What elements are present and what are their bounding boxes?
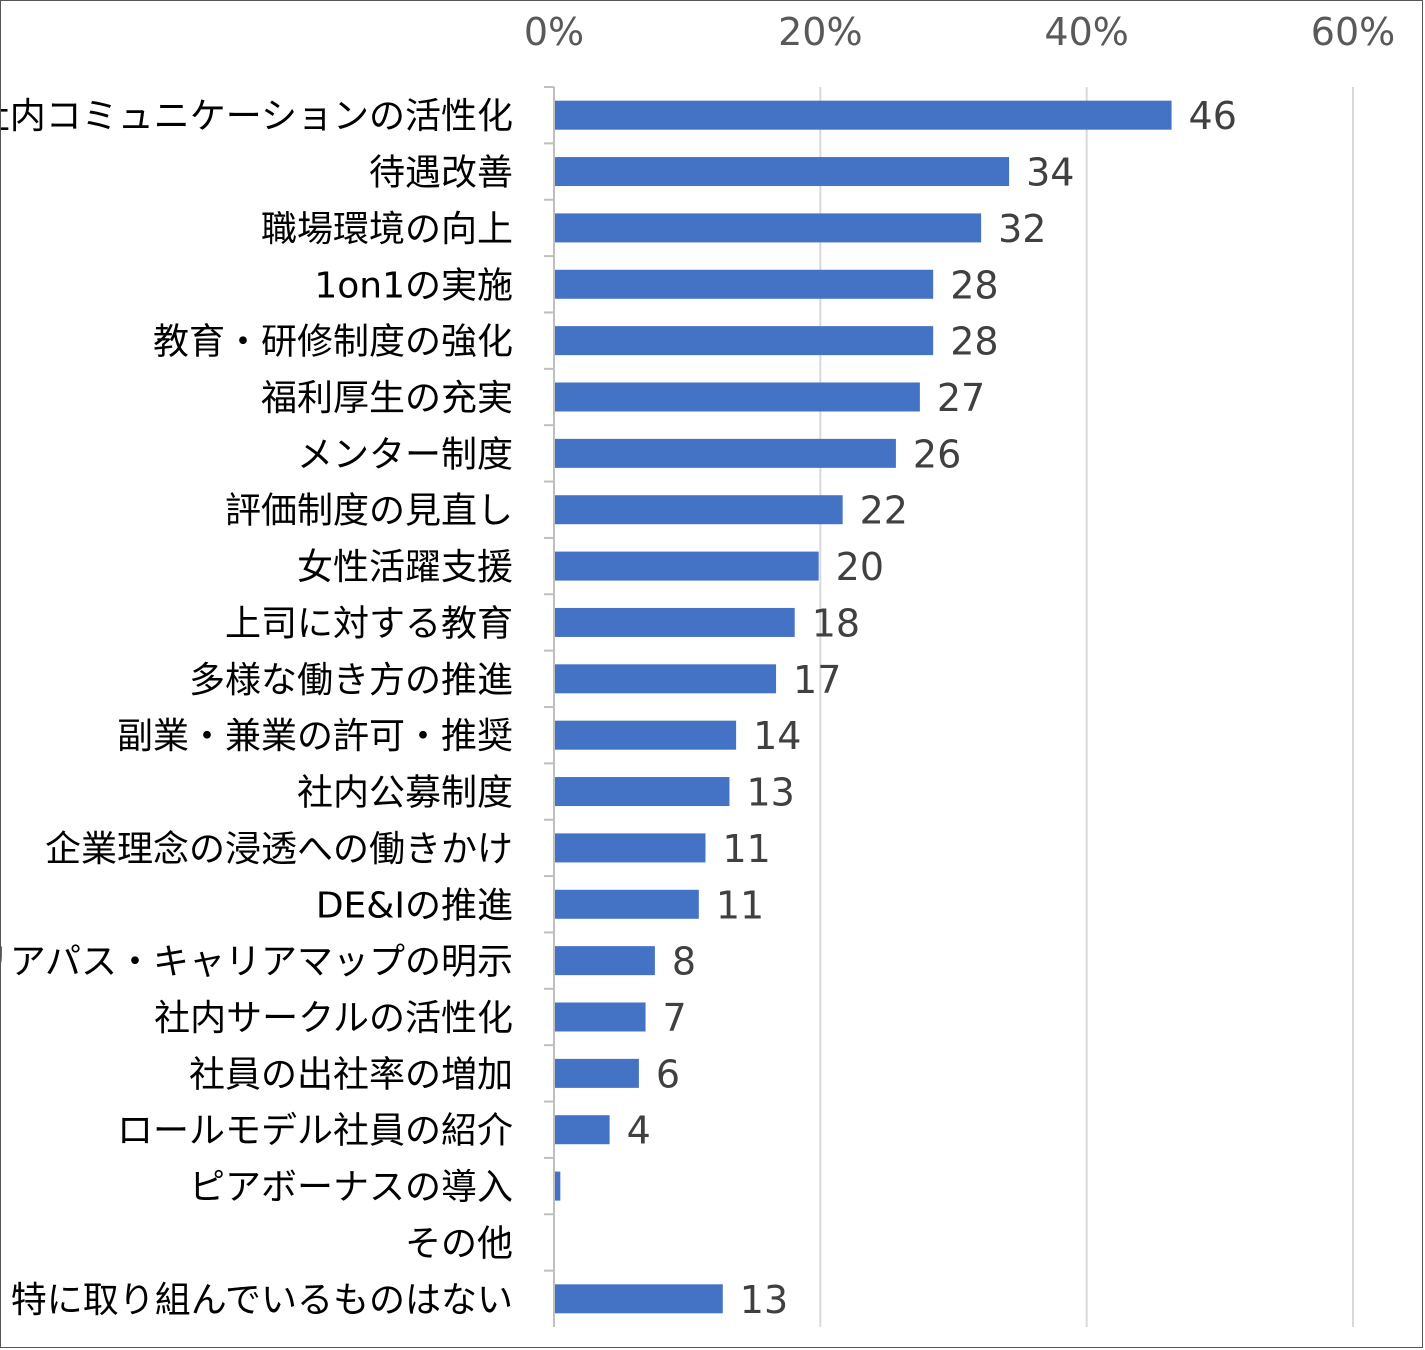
bar xyxy=(555,100,1172,130)
category-label: メンター制度 xyxy=(297,434,513,475)
bar xyxy=(555,213,982,243)
value-label: 32 xyxy=(998,207,1046,251)
category-label: 社員の出社率の増加 xyxy=(189,1054,513,1095)
bar xyxy=(555,438,896,468)
value-label: 6 xyxy=(656,1052,680,1096)
category-label: 多様な働き方の推進 xyxy=(189,660,513,701)
bar xyxy=(555,889,699,919)
value-label: 4 xyxy=(627,1109,651,1153)
category-label: キャリアパス・キャリアマップの明示 xyxy=(1,942,513,983)
bar xyxy=(555,1058,639,1088)
category-label: ロールモデル社員の紹介 xyxy=(117,1111,513,1152)
category-label: 女性活躍支援 xyxy=(297,547,513,588)
category-label: 特に取り組んでいるものはない xyxy=(11,1280,513,1321)
category-label: 社内コミュニケーションの活性化 xyxy=(1,96,513,137)
category-label: 評価制度の見直し xyxy=(225,491,513,532)
category-label: 1on1の実施 xyxy=(314,265,513,306)
value-label: 17 xyxy=(793,658,841,702)
bar xyxy=(555,1002,646,1032)
value-label: 46 xyxy=(1189,94,1237,138)
category-label: ピアボーナスの導入 xyxy=(189,1167,513,1208)
value-label: 11 xyxy=(722,827,770,871)
value-label: 28 xyxy=(950,263,998,307)
value-label: 22 xyxy=(860,489,908,533)
value-label: 7 xyxy=(663,996,687,1040)
category-label: 教育・研修制度の強化 xyxy=(153,322,513,363)
bar xyxy=(555,157,1010,187)
value-label: 14 xyxy=(753,714,801,758)
value-label: 11 xyxy=(716,883,764,927)
bar xyxy=(555,833,706,863)
value-label: 18 xyxy=(812,601,860,645)
category-label: 福利厚生の充実 xyxy=(261,378,513,419)
value-label: 13 xyxy=(746,771,794,815)
category-label: 社内サークルの活性化 xyxy=(154,998,513,1039)
value-label: 34 xyxy=(1026,151,1074,195)
value-label: 13 xyxy=(740,1278,788,1322)
bar xyxy=(555,326,934,356)
category-label: 副業・兼業の許可・推奨 xyxy=(117,716,513,757)
bar xyxy=(555,269,934,299)
x-tick-label: 0% xyxy=(524,10,584,54)
category-label: 企業理念の浸透への働きかけ xyxy=(45,829,513,870)
category-label: 社内公募制度 xyxy=(297,773,513,814)
value-label: 26 xyxy=(913,432,961,476)
category-label: 上司に対する教育 xyxy=(225,603,513,644)
category-label: DE&Iの推進 xyxy=(316,885,513,926)
value-label: 28 xyxy=(950,320,998,364)
x-tick-label: 60% xyxy=(1311,10,1395,54)
bar xyxy=(555,551,819,581)
bar xyxy=(555,1171,561,1201)
category-label: その他 xyxy=(405,1223,513,1264)
bar xyxy=(555,1115,610,1145)
value-label: 8 xyxy=(672,940,696,984)
x-axis-ticks: 0% 20% 40% 60% xyxy=(524,10,1395,54)
category-label: 職場環境の向上 xyxy=(261,209,513,250)
value-label: 27 xyxy=(937,376,985,420)
bar xyxy=(555,946,655,976)
bar xyxy=(555,1284,723,1314)
bar xyxy=(555,720,737,750)
x-tick-label: 20% xyxy=(778,10,862,54)
bar xyxy=(555,664,777,694)
value-label: 20 xyxy=(836,545,884,589)
bar xyxy=(555,495,843,525)
bar xyxy=(555,607,795,637)
bar xyxy=(555,777,730,807)
bars xyxy=(555,100,1172,1314)
category-label: 待遇改善 xyxy=(369,153,513,194)
x-tick-label: 40% xyxy=(1044,10,1128,54)
bar xyxy=(555,382,920,412)
